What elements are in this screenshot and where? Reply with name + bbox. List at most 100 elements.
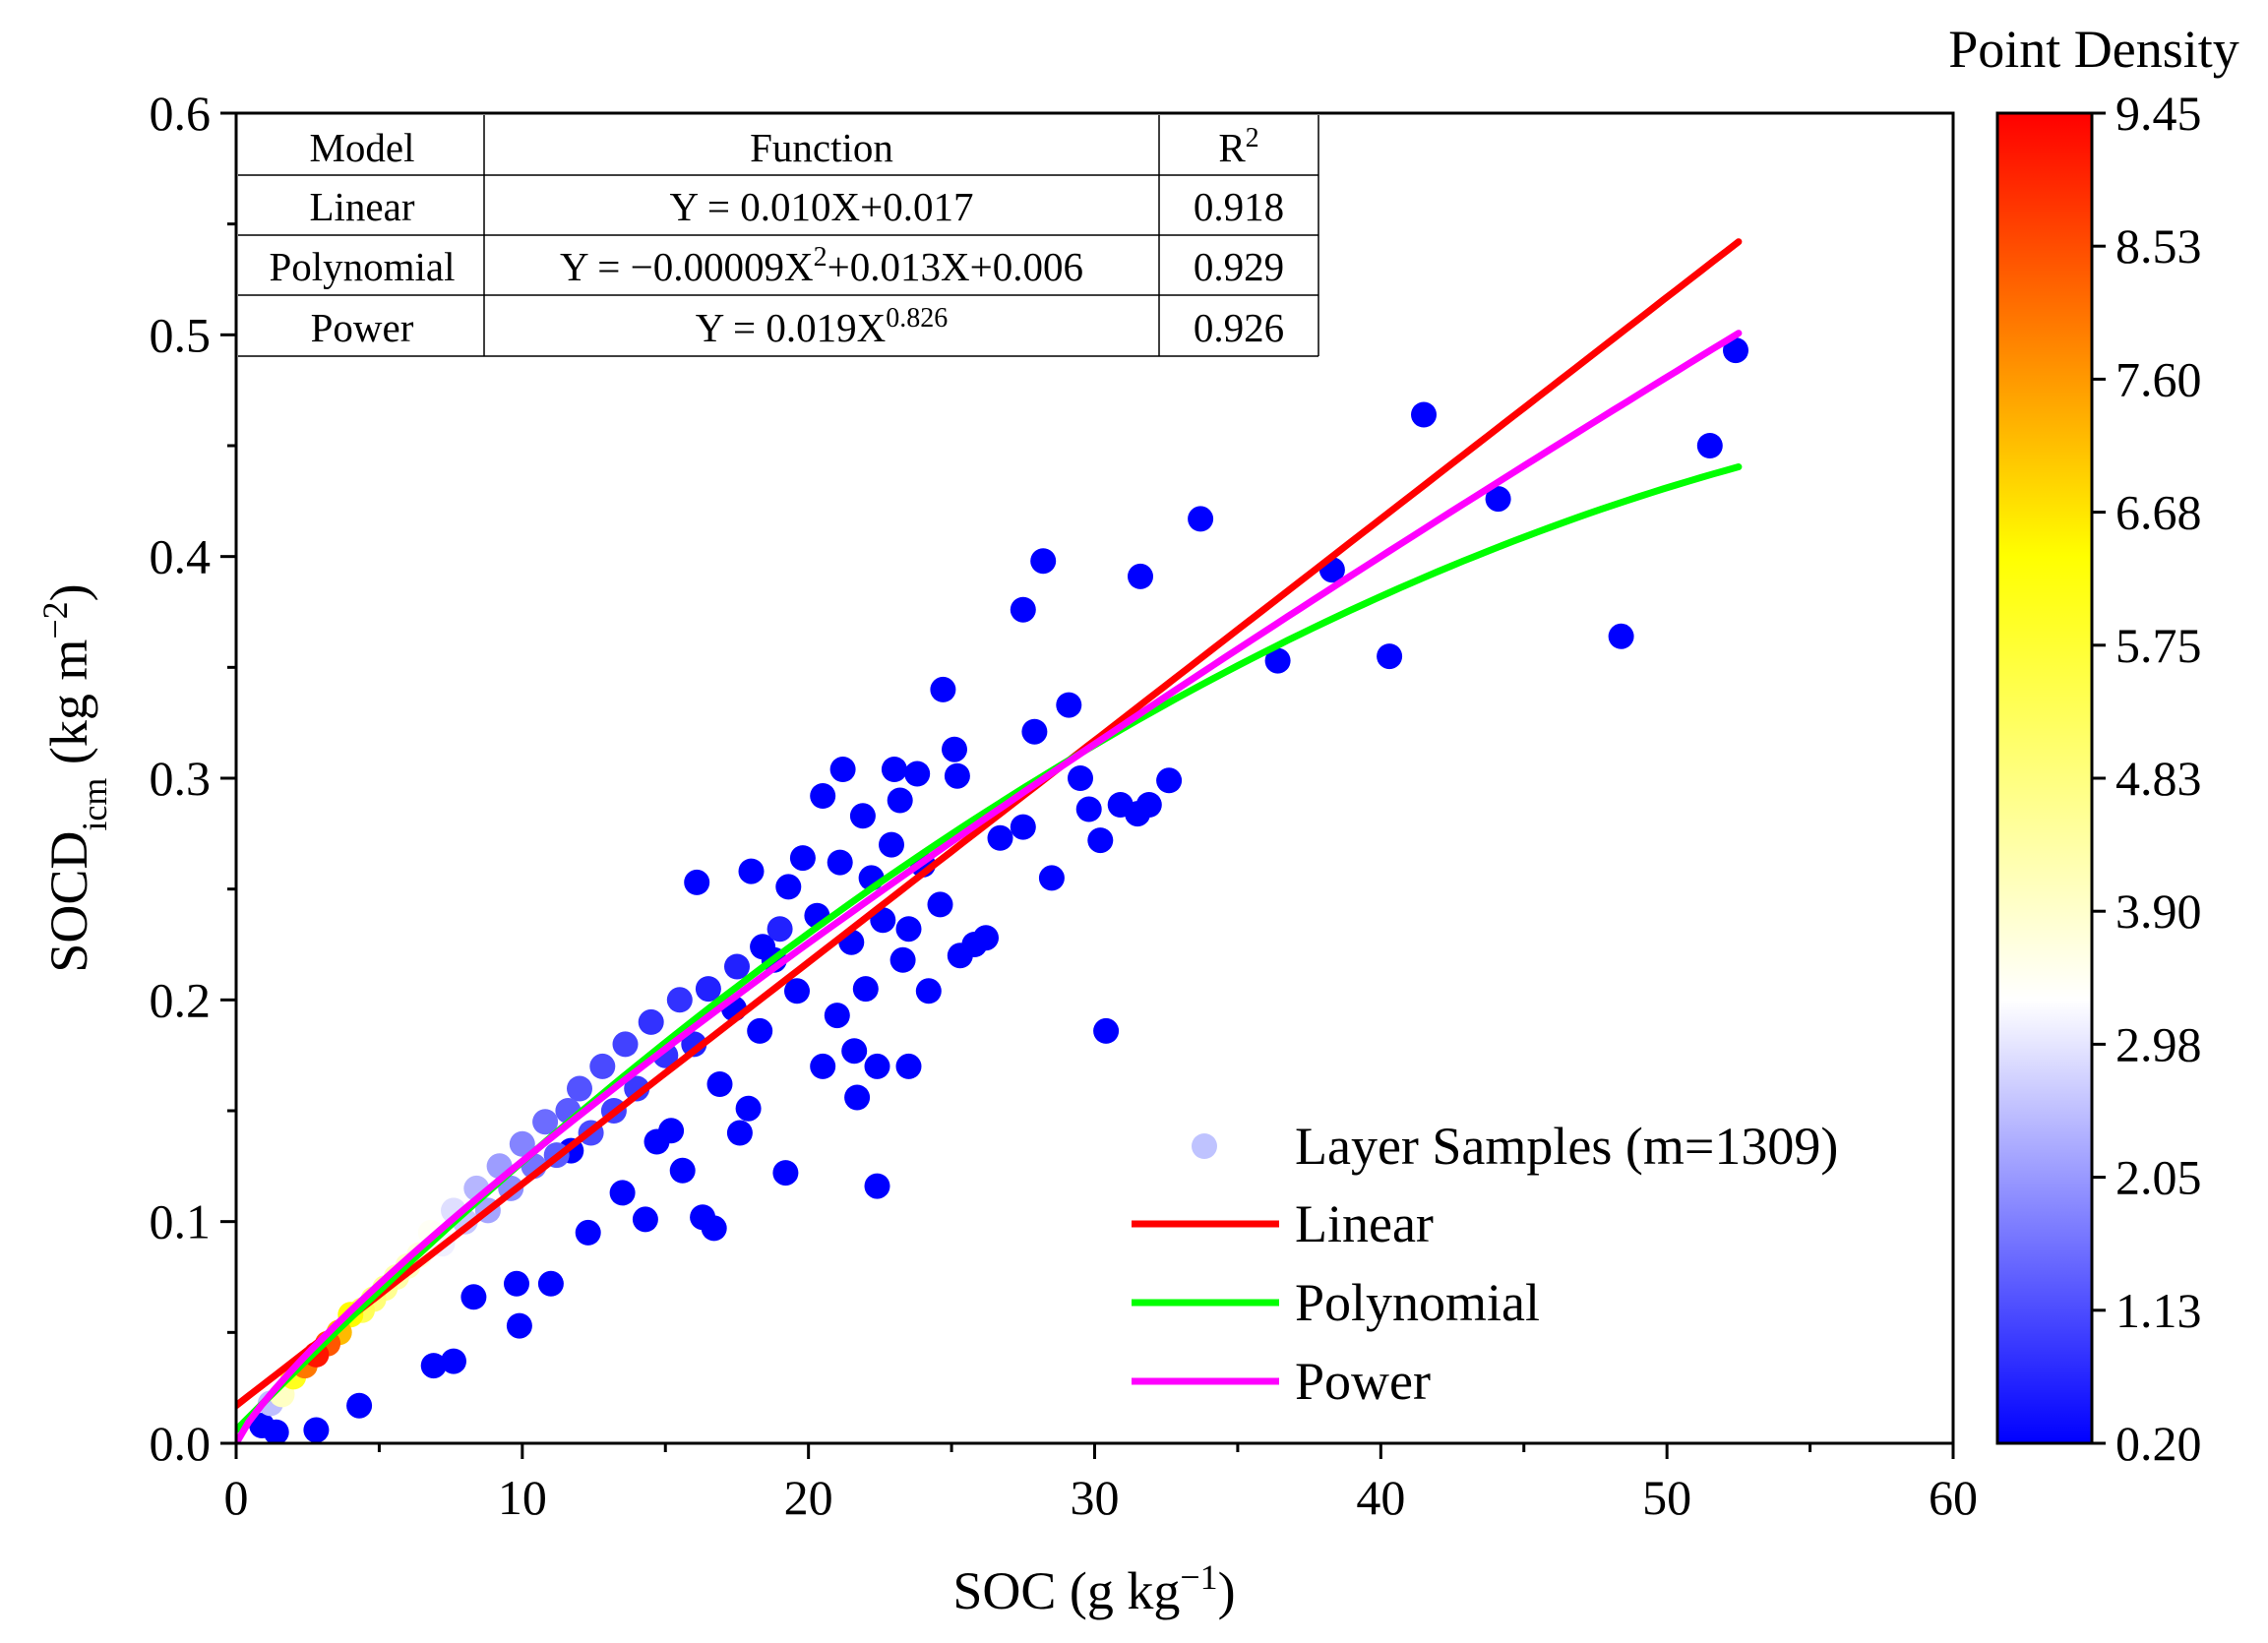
x-tick-label: 60 — [1929, 1470, 1978, 1525]
scatter-point — [346, 1392, 373, 1419]
table-function-linear: Y = 0.010X+0.017 — [670, 184, 974, 229]
table-r2-polynomial: 0.929 — [1194, 244, 1284, 289]
scatter-point — [1156, 767, 1183, 794]
scatter-point — [441, 1348, 466, 1374]
scatter-point — [420, 1353, 447, 1379]
colorbar-tick-label: 0.20 — [2115, 1416, 2202, 1471]
scatter-point — [784, 978, 810, 1004]
scatter-point — [930, 676, 956, 702]
table-function-polynomial: Y = −0.00009X2+0.013X+0.006 — [560, 242, 1083, 290]
scatter-point — [864, 1173, 890, 1199]
scatter-point — [532, 1109, 559, 1135]
scatter-point — [706, 1071, 733, 1097]
scatter-point — [589, 1053, 616, 1079]
x-tick-label: 50 — [1642, 1470, 1691, 1525]
scatter-point — [735, 1095, 762, 1122]
y-tick-label: 0.0 — [150, 1416, 212, 1471]
fit-lines — [236, 238, 1743, 1443]
y-tick-label: 0.6 — [150, 86, 212, 141]
scatter-point — [1128, 563, 1153, 589]
colorbar-ticks: 0.20 1.13 2.05 2.98 3.90 4.83 5.75 6.68 7.60 8.53… — [2092, 86, 2202, 1471]
scatter-point — [915, 978, 942, 1004]
y-tick-label: 0.3 — [150, 751, 212, 806]
x-axis-title: SOC (g kg−1) — [952, 1557, 1235, 1620]
scatter-point — [750, 934, 776, 960]
x-tick-label: 30 — [1071, 1470, 1120, 1525]
scatter-point — [824, 1003, 850, 1029]
scatter-point — [537, 1270, 564, 1297]
legend-label-linear: Linear — [1295, 1194, 1434, 1253]
scatter-point — [864, 1053, 890, 1079]
scatter-point — [738, 858, 765, 884]
scatter-point — [575, 1219, 601, 1246]
legend: Layer Samples (m=1309) Linear Polynomial… — [1132, 1117, 1838, 1411]
y-tick-label: 0.5 — [150, 307, 212, 362]
colorbar-tick-label: 8.53 — [2115, 218, 2202, 274]
y-axis-title: SOCDicm (kg m−2) — [35, 583, 114, 972]
scatter-point — [827, 849, 853, 876]
scatter-point — [681, 1031, 707, 1058]
scatter-point — [632, 1206, 658, 1233]
table-header-function: Function — [750, 125, 893, 170]
x-tick-label: 0 — [224, 1470, 249, 1525]
scatter-point — [567, 1075, 592, 1102]
scatter-point — [810, 1053, 836, 1079]
scatter-point — [789, 845, 816, 872]
legend-label-power: Power — [1295, 1352, 1431, 1411]
scatter-point — [726, 1120, 753, 1146]
table-r2-power: 0.926 — [1194, 305, 1284, 350]
scatter-point — [1093, 1017, 1120, 1044]
scatter-point — [666, 987, 693, 1013]
scatter-point — [690, 1204, 716, 1231]
scatter-point — [844, 1084, 871, 1111]
scatter-point — [1264, 647, 1291, 674]
colorbar-tick-label: 2.98 — [2115, 1016, 2202, 1071]
scatter-point — [1010, 596, 1036, 623]
scatter-point — [1723, 337, 1748, 364]
scatter-point — [1087, 827, 1114, 854]
legend-scatter-marker — [1192, 1133, 1217, 1159]
scatter-point — [460, 1284, 487, 1310]
table-model-linear: Linear — [310, 184, 415, 229]
scatter-point — [684, 869, 710, 895]
y-tick-label: 0.4 — [150, 529, 212, 584]
scatter-point — [1075, 796, 1102, 822]
scatter-point — [1608, 623, 1634, 649]
colorbar-tick-label: 6.68 — [2115, 485, 2202, 540]
scatter-point — [829, 757, 856, 782]
scatter-point — [895, 916, 922, 943]
table-model-power: Power — [311, 305, 414, 350]
scatter-point — [1010, 814, 1036, 840]
scatter-point — [772, 1160, 799, 1187]
colorbar-tick-label: 4.83 — [2115, 751, 2202, 806]
scatter-point — [509, 1130, 535, 1157]
scatter-point — [747, 1017, 773, 1044]
x-tick-label: 20 — [784, 1470, 833, 1525]
scatter-point — [944, 762, 970, 789]
axis-ticks: 0 10 20 30 40 50 60 0.0 0.1 0.2 0.3 0.4 0.5 0.6 — [150, 86, 1979, 1525]
scatter-point — [303, 1417, 330, 1443]
colorbar-tick-label: 9.45 — [2115, 86, 2202, 141]
scatter-point — [1107, 792, 1134, 818]
fit-table-grid — [238, 115, 1319, 357]
scatter-point — [1068, 765, 1093, 791]
scatter-point — [852, 976, 879, 1003]
colorbar-tick-label: 1.13 — [2115, 1283, 2202, 1338]
scatter-point — [669, 1157, 696, 1184]
y-tick-label: 0.1 — [150, 1194, 212, 1249]
scatter-point — [624, 1075, 650, 1102]
scatter-point — [1485, 486, 1511, 513]
scatter-point — [1038, 865, 1065, 891]
colorbar-tick-label: 3.90 — [2115, 883, 2202, 939]
fit-table: Model Function R2 Linear Y = 0.010X+0.01… — [238, 115, 1319, 357]
scatter-point — [644, 1128, 670, 1155]
scatter-point — [1030, 548, 1057, 575]
scatter-point — [504, 1270, 529, 1297]
scatter-point — [766, 916, 793, 943]
scatter-point — [506, 1312, 532, 1339]
scatter-point — [1411, 401, 1437, 428]
scatter-point — [947, 943, 973, 969]
legend-label-polynomial: Polynomial — [1295, 1273, 1540, 1332]
